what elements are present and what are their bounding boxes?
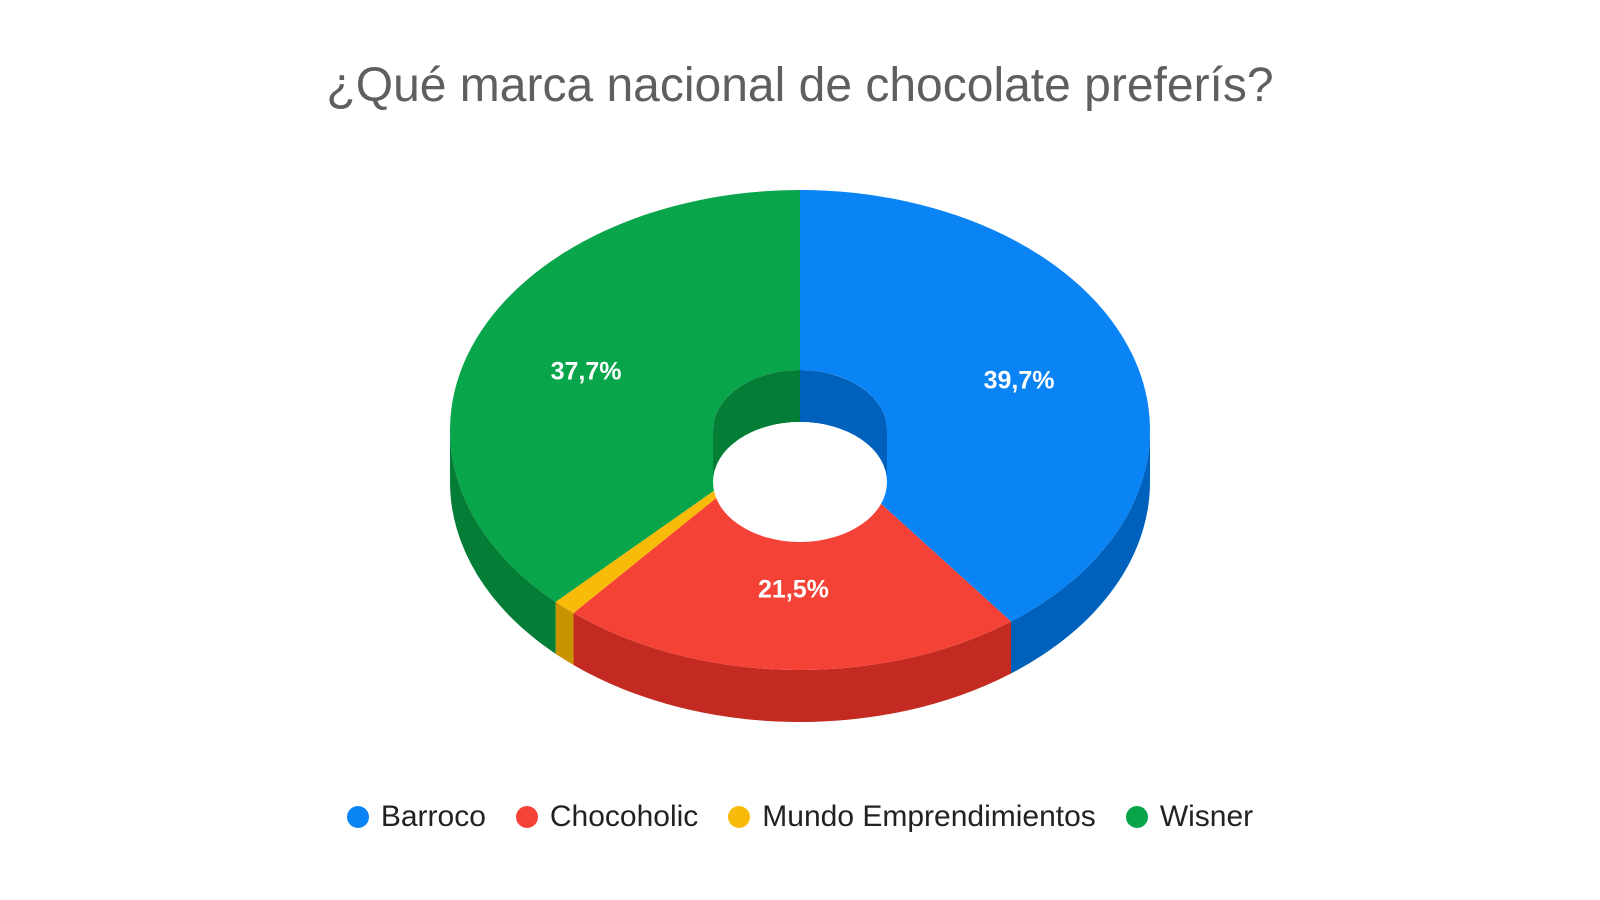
legend-label: Chocoholic [549, 800, 699, 833]
legend-dot [728, 806, 751, 828]
legend-label: Wisner [1159, 800, 1254, 833]
pie-hole [713, 370, 887, 542]
slice-side-chocoholic [573, 612, 1012, 723]
legend-item-barroco: Barroco [346, 800, 486, 834]
hole-opening [713, 422, 887, 542]
legend-label: Barroco [380, 800, 486, 833]
slice-chocoholic [573, 475, 1012, 671]
slice-wisner [450, 190, 800, 602]
legend-dot [1125, 806, 1148, 828]
legend-dot [515, 806, 538, 828]
slice-label-chocoholic: 21,5% [758, 575, 829, 603]
legend-item-chocoholic: Chocoholic [515, 800, 699, 834]
slice-side-barroco [1011, 430, 1150, 674]
slice-label-barroco: 39,7% [984, 367, 1055, 395]
slice-mundo-emprendimientos [555, 472, 744, 613]
hole-wall-wisner [713, 370, 800, 482]
slice-side-wisner [450, 430, 556, 654]
legend: Barroco Chocoholic Mundo Emprendimientos Wi… [0, 800, 1600, 834]
slice-side-mundo-emprendimientos [555, 601, 574, 665]
legend-item-mundo-emprendimientos: Mundo Emprendimientos [728, 800, 1096, 834]
legend-label: Mundo Emprendimientos [762, 800, 1096, 833]
hole-wall-barroco [800, 370, 887, 482]
chart-title: ¿Qué marca nacional de chocolate preferí… [326, 59, 1274, 112]
slice-barroco [800, 190, 1151, 622]
legend-dot [346, 806, 369, 828]
pie-chart: 39,7% 21,5% 37,7% [450, 190, 1151, 723]
slice-label-wisner: 37,7% [551, 357, 622, 385]
pie-sides [450, 430, 1150, 723]
legend-item-wisner: Wisner [1125, 800, 1254, 834]
pie-tops [450, 190, 1151, 671]
slice-labels: 39,7% 21,5% 37,7% [551, 357, 1055, 603]
